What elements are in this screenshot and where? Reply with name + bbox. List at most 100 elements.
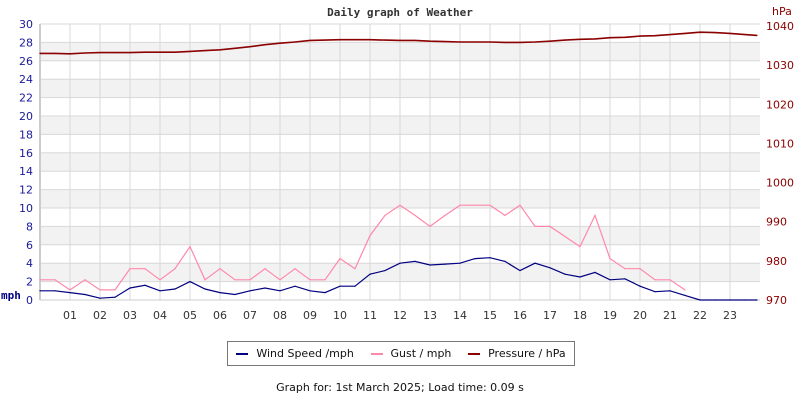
y-tick-left: 30 (19, 18, 33, 31)
x-tick: 22 (693, 309, 707, 322)
data-point (144, 284, 146, 286)
wind-swatch (236, 352, 249, 355)
data-point (699, 299, 701, 301)
series-gust-line (40, 204, 686, 291)
data-point (504, 260, 506, 262)
x-tick: 12 (393, 309, 407, 322)
data-point (684, 294, 686, 296)
chart-title: Daily graph of Weather (327, 6, 473, 19)
data-point (144, 51, 146, 53)
data-point (474, 41, 476, 43)
x-tick: 05 (183, 309, 197, 322)
data-point (384, 269, 386, 272)
data-point (444, 214, 446, 216)
data-point (714, 299, 716, 301)
data-point (669, 33, 671, 36)
y-tick-right: 1040 (766, 20, 794, 33)
data-point (354, 285, 356, 287)
data-point (444, 41, 446, 43)
data-point (369, 273, 371, 275)
data-point (354, 39, 356, 41)
data-point (234, 293, 236, 296)
data-point (744, 33, 746, 36)
y-tick-left: 18 (19, 128, 33, 141)
data-point (444, 263, 446, 265)
data-point (114, 289, 116, 291)
data-point (459, 262, 461, 264)
x-tick: 03 (123, 309, 137, 322)
data-point (249, 279, 251, 281)
data-point (384, 39, 386, 41)
pressure-swatch (468, 352, 481, 355)
data-point (414, 260, 416, 262)
data-point (384, 214, 386, 216)
data-point (279, 42, 281, 44)
data-point (39, 52, 41, 54)
legend-pressure-label: Pressure / hPa (488, 347, 566, 360)
y-tick-left: 16 (19, 147, 33, 160)
data-point (639, 285, 641, 287)
data-point (129, 51, 131, 54)
data-point (174, 288, 176, 290)
data-point (474, 204, 476, 206)
data-point (654, 35, 656, 37)
x-tick: 08 (273, 309, 287, 322)
data-point (519, 41, 521, 44)
x-tick: 10 (333, 309, 347, 322)
data-point (84, 52, 86, 54)
x-tick: 14 (453, 309, 467, 322)
y-tick-right: 1030 (766, 59, 794, 72)
data-point (234, 47, 236, 49)
data-point (219, 49, 221, 51)
data-point (309, 279, 311, 281)
data-point (144, 268, 146, 270)
data-point (534, 225, 536, 227)
data-point (189, 281, 191, 283)
data-point (684, 289, 686, 291)
x-tick: 01 (63, 309, 77, 322)
data-point (699, 31, 701, 33)
data-point (159, 51, 161, 53)
data-point (129, 287, 131, 289)
y-tick-right: 1020 (766, 98, 794, 111)
data-point (264, 287, 266, 289)
data-point (324, 279, 326, 281)
y-tick-right: 980 (766, 255, 787, 268)
y-tick-left: 24 (19, 73, 33, 86)
data-point (399, 204, 401, 206)
data-point (414, 39, 416, 42)
x-tick: 06 (213, 309, 227, 322)
data-point (279, 290, 281, 292)
data-point (174, 268, 176, 270)
data-point (684, 32, 686, 34)
data-point (69, 289, 71, 291)
data-point (594, 38, 596, 40)
data-point (99, 297, 101, 299)
data-point (39, 290, 41, 292)
data-point (339, 39, 341, 41)
y-tick-left: 0 (26, 294, 33, 307)
data-point (279, 279, 281, 281)
y-tick-left: 26 (19, 55, 33, 68)
data-point (564, 273, 566, 275)
legend-gust: Gust / mph (370, 347, 451, 360)
x-tick: 04 (153, 309, 167, 322)
data-point (54, 279, 56, 281)
data-point (309, 39, 311, 42)
data-point (744, 299, 746, 301)
data-point (264, 268, 266, 270)
data-point (504, 41, 506, 44)
data-point (669, 290, 671, 292)
data-point (294, 41, 296, 43)
data-point (339, 258, 341, 260)
data-point (756, 299, 758, 301)
data-point (204, 288, 206, 290)
data-point (624, 36, 626, 38)
data-point (489, 204, 491, 206)
left-axis-unit: mph (1, 289, 21, 302)
data-point (549, 40, 551, 42)
data-point (159, 279, 161, 281)
data-point (249, 46, 251, 48)
